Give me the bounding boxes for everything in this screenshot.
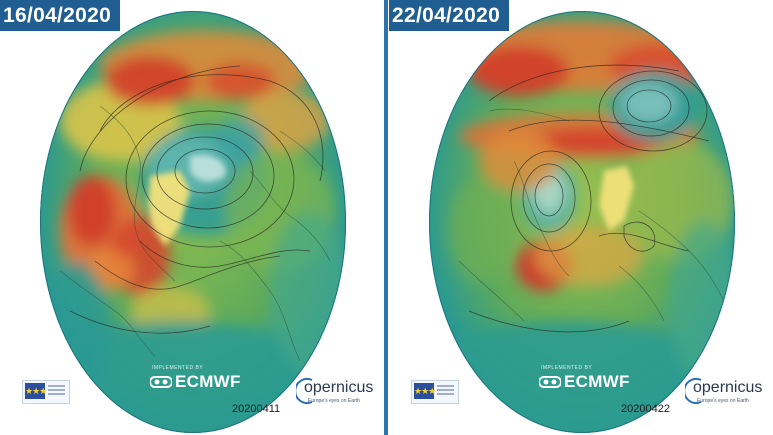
globe-map — [40, 11, 346, 433]
date-label: 22/04/2020 — [389, 0, 510, 31]
eu-flag-logo: ★★★ — [22, 380, 70, 404]
globe-svg — [429, 11, 735, 433]
globe-map — [429, 11, 735, 433]
ecmwf-logo: IMPLEMENTED BY ECMWF — [539, 365, 630, 391]
panel-divider — [384, 0, 388, 435]
globe-svg — [40, 11, 346, 433]
ecmwf-mark-icon — [150, 376, 172, 388]
map-panel-right: 22/04/2020 — [389, 0, 773, 435]
date-stamp: 20200411 — [232, 403, 281, 415]
ecmwf-mark-icon — [539, 376, 561, 388]
date-label: 16/04/2020 — [0, 0, 121, 31]
ecmwf-logo: IMPLEMENTED BY ECMWF — [150, 365, 241, 391]
copernicus-logo: opernicus Europe's eyes on Earth — [296, 376, 382, 412]
copernicus-c-icon — [685, 378, 702, 404]
map-panel-left: 16/04/2020 — [0, 0, 384, 435]
copernicus-c-icon — [296, 378, 313, 404]
date-stamp: 20200422 — [621, 403, 670, 415]
copernicus-logo: opernicus Europe's eyes on Earth — [685, 376, 771, 412]
eu-flag-logo: ★★★ — [411, 380, 459, 404]
